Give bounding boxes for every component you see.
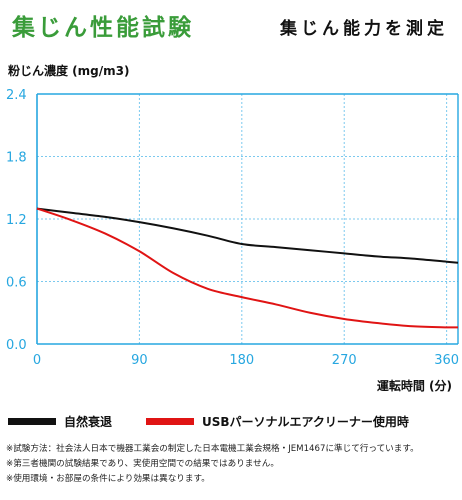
series-line-1 (36, 207, 459, 329)
x-axis-label: 運転時間 (分) (376, 379, 452, 393)
footnotes: ※試験方法：社会法人日本で機器工業会の制定した日本電機工業会規格・JEM1467… (6, 442, 458, 487)
series-line-0 (36, 207, 459, 264)
y-axis-label: 粉じん濃度 (mg/m3) (8, 64, 130, 78)
y-tick-label: 1.8 (6, 151, 27, 166)
footnote: ※第三者機関の試験結果であり、実使用空間での結果ではありません。 (6, 459, 279, 469)
x-tick-label: 270 (332, 353, 357, 368)
legend-item-usb: USBパーソナルエアクリーナー使用時 (146, 413, 409, 430)
legend-swatch-usb (146, 418, 194, 425)
footnote: ※使用環境・お部屋の条件により効果は異なります。 (6, 474, 210, 484)
legend-label-usb: USBパーソナルエアクリーナー使用時 (202, 415, 409, 429)
header: 集じん性能試験 集じん能力を測定 (0, 0, 462, 52)
x-tick-label: 90 (131, 353, 148, 368)
page-subtitle: 集じん能力を測定 (280, 19, 448, 39)
y-tick-label: 2.4 (6, 88, 27, 103)
axis-layer (36, 93, 459, 345)
page-title: 集じん性能試験 (12, 15, 194, 41)
legend-swatch-natural (8, 418, 56, 425)
legend-item-natural: 自然衰退 (8, 413, 112, 430)
x-tick-label: 180 (229, 353, 254, 368)
tick-layer: 0.0 0.6 1.2 1.8 2.4 0 90 180 270 360 (6, 88, 459, 368)
series-layer (36, 207, 459, 329)
x-tick-label: 0 (33, 353, 41, 368)
y-tick-label: 0.6 (6, 276, 27, 291)
legend-label-natural: 自然衰退 (64, 415, 113, 429)
y-tick-label: 1.2 (6, 213, 27, 228)
grid-layer (37, 93, 458, 344)
y-tick-label: 0.0 (6, 338, 27, 353)
legend: 自然衰退 USBパーソナルエアクリーナー使用時 (8, 413, 458, 431)
x-tick-label: 360 (434, 353, 459, 368)
footnote: ※試験方法：社会法人日本で機器工業会の制定した日本電機工業会規格・JEM1467… (6, 444, 419, 454)
